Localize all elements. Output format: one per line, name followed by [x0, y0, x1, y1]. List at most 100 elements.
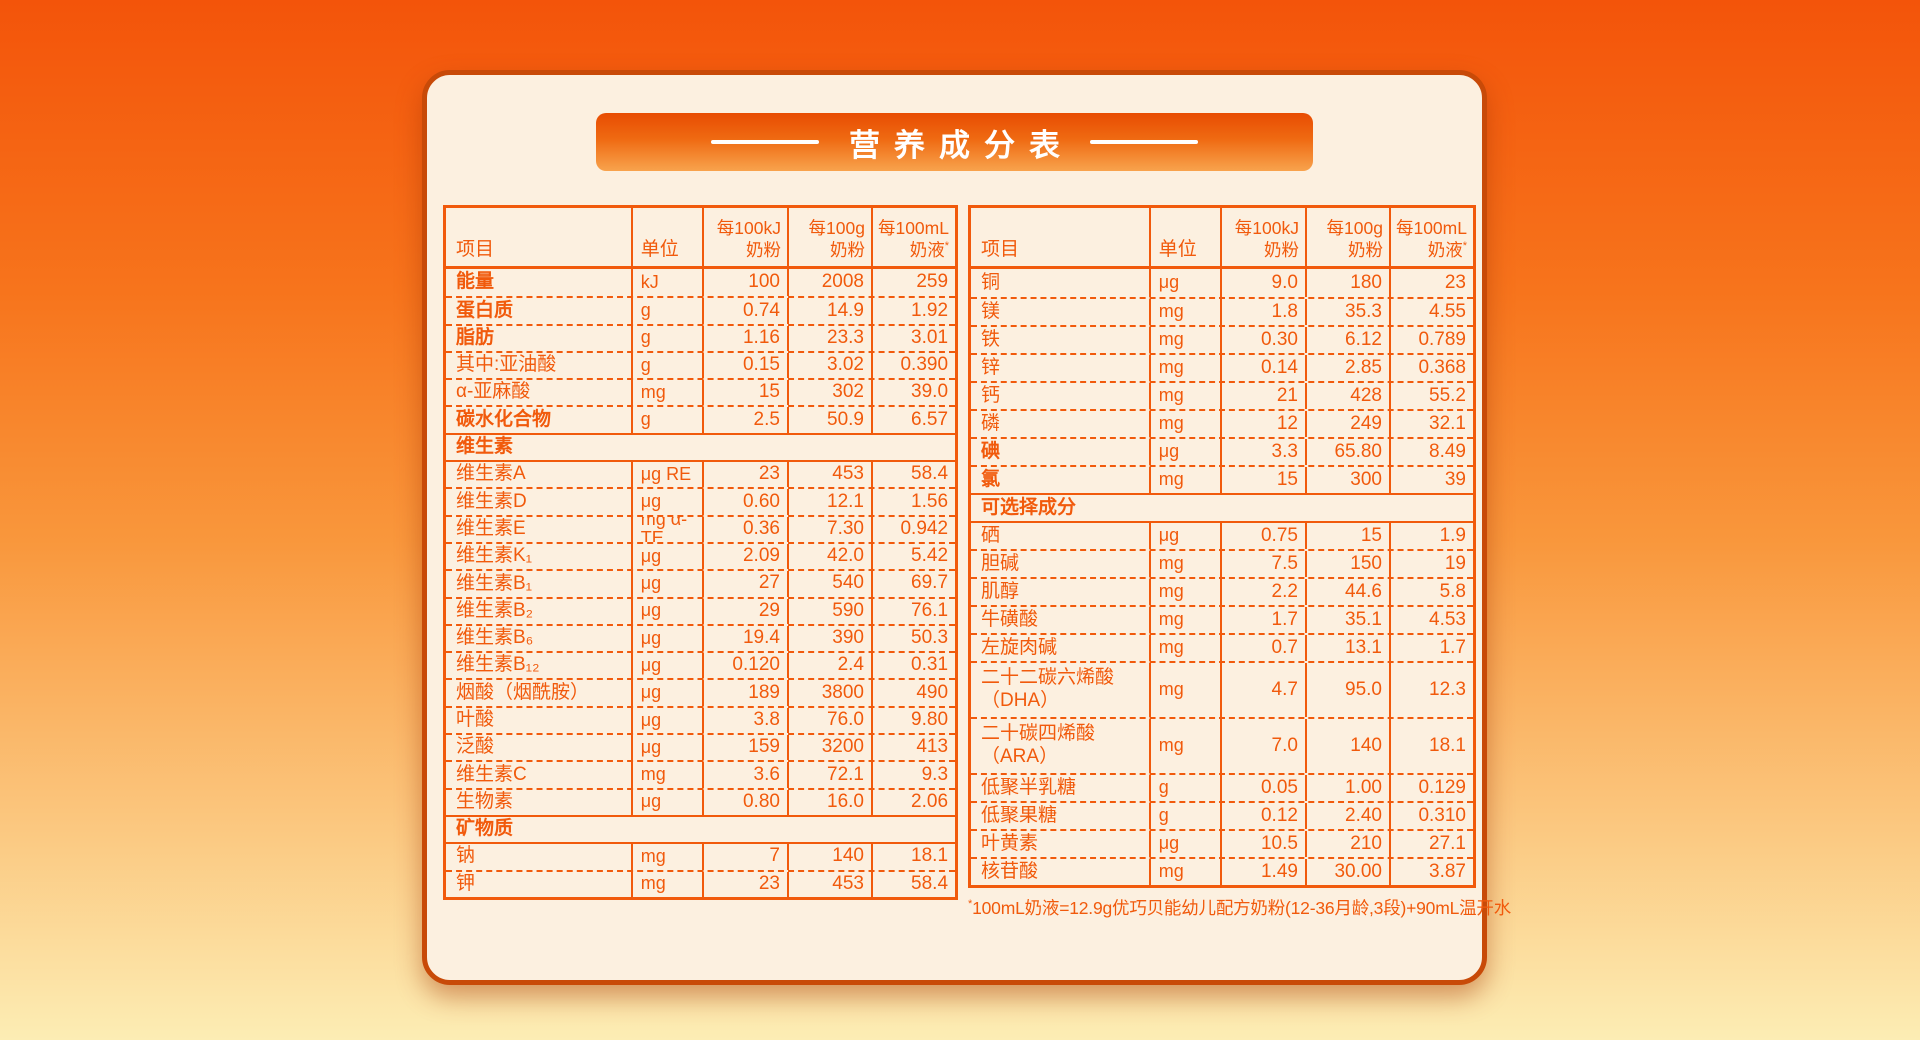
nutrient-name: 磷 — [981, 412, 1001, 434]
table-row: 铜 μg 9.0 180 23 — [971, 269, 1473, 297]
value-per100kj: 159 — [701, 735, 787, 761]
unit-cell: μg — [630, 571, 702, 597]
right-column: 项目 单位 每100kJ 奶粉 每100g 奶粉 每100mL 奶液* — [968, 205, 1511, 920]
nutrient-name: 维生素D — [456, 490, 527, 512]
nutrient-name: 低聚半乳糖 — [981, 776, 1077, 798]
unit-cell: mg α-TE — [630, 516, 702, 542]
value-per100ml: 0.789 — [1388, 327, 1473, 353]
value-per100ml: 58.4 — [870, 462, 955, 488]
nutrient-name: 生物素 — [456, 790, 514, 812]
value-per100ml: 32.1 — [1388, 411, 1473, 437]
unit-cell: μg — [1148, 831, 1220, 857]
value-per100ml: 1.9 — [1388, 523, 1473, 549]
table-row: 铁 mg 0.30 6.12 0.789 — [971, 325, 1473, 353]
table-row: 维生素B₁ μg 27 540 69.7 — [446, 569, 955, 597]
table-row: 胆碱 mg 7.5 150 19 — [971, 549, 1473, 577]
value-per100ml: 8.49 — [1388, 439, 1473, 465]
value-per100g: 44.6 — [1304, 579, 1389, 605]
unit-cell: mg — [1148, 467, 1220, 493]
header-per100kj: 每100kJ 奶粉 — [1220, 208, 1305, 266]
value-per100g: 2.85 — [1304, 355, 1389, 381]
nutrient-name: 蛋白质 — [456, 299, 514, 321]
unit-cell: mg — [630, 762, 702, 788]
table-row: 钙 mg 21 428 55.2 — [971, 381, 1473, 409]
page-title: 营养成分表 — [849, 127, 1074, 163]
section-title: 维生素 — [456, 435, 514, 457]
unit-cell: mg — [1148, 551, 1220, 577]
value-per100kj: 2.09 — [701, 543, 787, 570]
nutrient-name: 其中:亚油酸 — [456, 354, 557, 376]
nutrient-name: α-亚麻酸 — [456, 381, 531, 403]
value-per100g: 42.0 — [786, 543, 871, 570]
value-per100g: 23.3 — [786, 325, 871, 351]
nutrient-name: 叶酸 — [456, 709, 495, 730]
value-per100g: 453 — [786, 871, 871, 897]
value-per100kj: 2.2 — [1219, 579, 1305, 605]
nutrient-name: 烟酸（烟酰胺） — [456, 681, 590, 703]
value-per100ml: 3.01 — [870, 325, 955, 351]
table-row: 生物素 μg 0.80 16.0 2.06 — [446, 787, 955, 815]
value-per100ml: 76.1 — [870, 598, 955, 624]
unit-cell: mg — [1148, 355, 1220, 381]
unit-cell: mg — [1148, 299, 1220, 325]
value-per100kj: 3.6 — [701, 762, 787, 788]
table-row: 维生素B₁₂ μg 0.120 2.4 0.31 — [446, 651, 955, 679]
unit-cell: μg — [630, 489, 702, 515]
value-per100kj: 1.16 — [701, 325, 787, 351]
value-per100g: 390 — [786, 625, 871, 652]
nutrient-name: 二十碳四烯酸 （ARA） — [981, 723, 1096, 767]
value-per100kj: 0.12 — [1219, 803, 1305, 829]
value-per100kj: 0.60 — [701, 489, 787, 515]
value-per100ml: 50.3 — [870, 625, 955, 652]
left-table-body: 能量 kJ 100 2008 259 蛋白质 g 0.74 14.9 1.92 脂肪 g 1.16 23.… — [446, 269, 955, 897]
value-per100g: 13.1 — [1304, 635, 1389, 661]
nutrient-name: 锌 — [981, 356, 1001, 378]
table-row: 镁 mg 1.8 35.3 4.55 — [971, 297, 1473, 325]
table-header: 项目 单位 每100kJ 奶粉 每100g 奶粉 每100mL 奶液* — [446, 208, 955, 269]
value-per100kj: 0.74 — [701, 298, 787, 324]
value-per100ml: 39.0 — [870, 380, 955, 406]
header-item: 项目 — [456, 239, 495, 261]
header-per100g: 每100g 奶粉 — [1304, 208, 1389, 266]
table-row: 维生素C mg 3.6 72.1 9.3 — [446, 760, 955, 788]
table-row: 烟酸（烟酰胺） μg 189 3800 490 — [446, 678, 955, 706]
nutrient-name: 镁 — [981, 300, 1001, 322]
value-per100kj: 0.36 — [701, 516, 787, 542]
nutrition-table-right: 项目 单位 每100kJ 奶粉 每100g 奶粉 每100mL 奶液* — [968, 205, 1476, 888]
value-per100g: 65.80 — [1304, 439, 1389, 465]
value-per100g: 540 — [786, 571, 871, 597]
unit-cell: mg — [1148, 859, 1220, 885]
value-per100kj: 3.3 — [1219, 439, 1305, 465]
value-per100kj: 15 — [1219, 467, 1305, 493]
unit-cell: mg — [630, 871, 702, 897]
title-line-right — [1090, 140, 1198, 144]
nutrient-name: 钾 — [456, 872, 476, 894]
title-line-left — [711, 140, 819, 144]
value-per100kj: 0.30 — [1219, 327, 1305, 353]
value-per100g: 249 — [1304, 411, 1389, 437]
table-row: 叶酸 μg 3.8 76.0 9.80 — [446, 705, 955, 734]
value-per100g: 210 — [1304, 831, 1389, 857]
value-per100kj: 21 — [1219, 383, 1305, 409]
unit-cell: μg — [630, 625, 702, 652]
nutrient-name: 碳水化合物 — [456, 408, 552, 430]
nutrient-name: 胆碱 — [981, 552, 1020, 574]
value-per100g: 16.0 — [786, 789, 871, 815]
right-table-body: 铜 μg 9.0 180 23 镁 mg 1.8 35.3 4.55 铁 mg 0.30 6.12 0.78… — [971, 269, 1473, 885]
value-per100ml: 0.129 — [1388, 775, 1473, 801]
value-per100kj: 0.7 — [1219, 635, 1305, 661]
value-per100ml: 259 — [870, 269, 955, 297]
table-row: 肌醇 mg 2.2 44.6 5.8 — [971, 577, 1473, 605]
unit-cell: mg — [1148, 579, 1220, 605]
value-per100ml: 3.87 — [1388, 859, 1473, 885]
value-per100kj: 0.80 — [701, 789, 787, 815]
unit-cell: mg — [1148, 663, 1220, 717]
header-unit: 单位 — [1148, 208, 1220, 266]
nutrient-name: 维生素B₆ — [456, 627, 534, 649]
value-per100g: 1.00 — [1304, 775, 1389, 801]
unit-cell: g — [630, 352, 702, 379]
value-per100ml: 9.3 — [870, 762, 955, 788]
unit-cell: mg — [1148, 411, 1220, 437]
table-row: 左旋肉碱 mg 0.7 13.1 1.7 — [971, 633, 1473, 661]
header-per100kj: 每100kJ 奶粉 — [701, 208, 787, 266]
